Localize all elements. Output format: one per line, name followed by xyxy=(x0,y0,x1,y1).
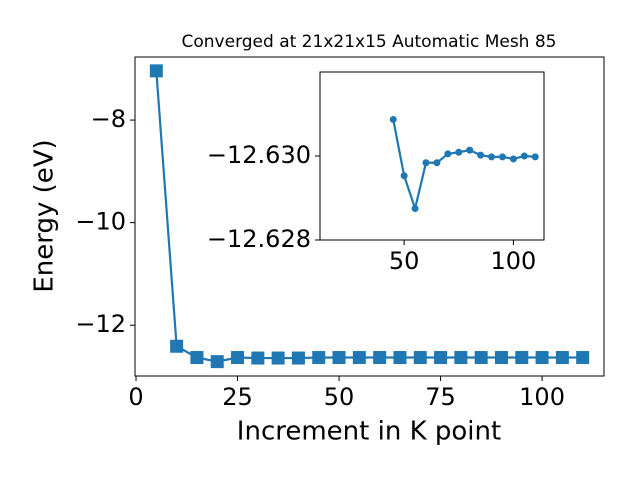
y-tick-label: −10 xyxy=(75,208,126,236)
x-tick-label: 100 xyxy=(490,247,536,275)
x-tick-label: 50 xyxy=(324,383,355,411)
marker xyxy=(455,148,463,156)
marker xyxy=(494,351,508,365)
marker xyxy=(444,150,452,158)
chart-title: Converged at 21x21x15 Automatic Mesh 85 xyxy=(182,32,557,52)
y-tick-label: −8 xyxy=(91,105,126,133)
marker xyxy=(466,146,474,154)
marker xyxy=(433,159,441,167)
marker xyxy=(271,351,285,365)
marker xyxy=(535,351,549,365)
y-axis-label: Energy (eV) xyxy=(30,139,60,292)
marker xyxy=(170,339,184,353)
marker xyxy=(576,351,590,365)
marker xyxy=(190,351,204,365)
x-axis-label: Increment in K point xyxy=(237,417,501,447)
marker xyxy=(352,351,366,365)
marker xyxy=(291,351,305,365)
marker xyxy=(413,351,427,365)
marker xyxy=(454,351,468,365)
x-tick-label: 25 xyxy=(222,383,253,411)
marker xyxy=(555,351,569,365)
y-tick-label: −12.630 xyxy=(207,141,311,169)
marker xyxy=(477,151,485,159)
marker xyxy=(422,159,430,167)
series xyxy=(149,64,590,369)
marker xyxy=(520,152,528,160)
line xyxy=(155,70,583,363)
plot-area xyxy=(319,71,545,241)
y-tick-label: −12.628 xyxy=(207,225,311,253)
marker xyxy=(312,351,326,365)
marker xyxy=(474,351,488,365)
x-tick-label: 0 xyxy=(128,383,143,411)
marker xyxy=(373,351,387,365)
marker xyxy=(210,355,224,369)
marker xyxy=(531,153,539,161)
x-tick-label: 50 xyxy=(389,247,420,275)
marker xyxy=(488,153,496,161)
series xyxy=(389,115,539,213)
marker xyxy=(251,351,265,365)
y-tick-label: −12 xyxy=(75,310,126,338)
marker xyxy=(498,153,506,161)
marker xyxy=(509,155,517,163)
x-tick-label: 75 xyxy=(425,383,456,411)
marker xyxy=(231,351,245,365)
marker xyxy=(400,172,408,180)
marker xyxy=(332,351,346,365)
marker xyxy=(411,205,419,212)
x-tick-label: 100 xyxy=(519,383,565,411)
marker xyxy=(434,351,448,365)
marker xyxy=(515,351,529,365)
marker xyxy=(149,64,163,78)
marker xyxy=(389,115,397,123)
marker xyxy=(393,351,407,365)
